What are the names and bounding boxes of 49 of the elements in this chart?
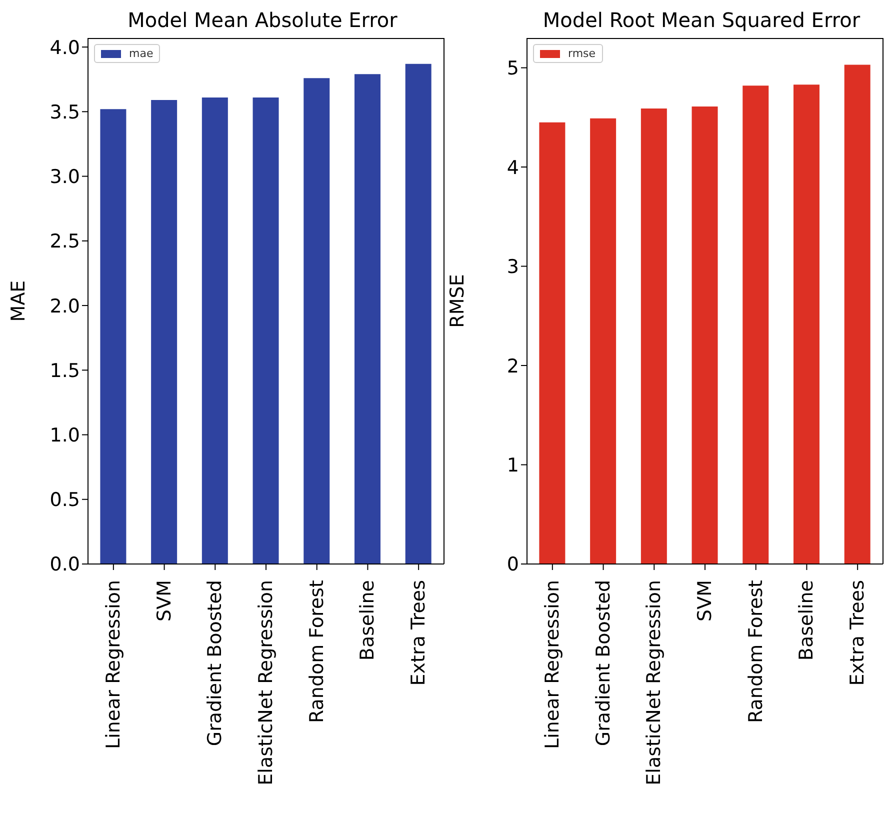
y-tick-label: 4: [506, 156, 519, 179]
bar: [354, 74, 380, 564]
bar: [539, 122, 566, 564]
bar: [100, 109, 126, 564]
x-tick-label: ElasticNet Regression: [255, 580, 277, 786]
y-tick-label: 1.5: [50, 360, 80, 382]
x-tick-label: Linear Regression: [102, 580, 124, 750]
y-tick-label: 0.5: [50, 489, 80, 512]
x-tick-label: Linear Regression: [541, 580, 564, 750]
y-tick-label: 3.0: [50, 166, 80, 188]
x-tick-label: Gradient Boosted: [592, 580, 614, 746]
bar: [590, 118, 616, 564]
bar: [202, 97, 228, 564]
bar: [844, 64, 870, 564]
bar: [151, 100, 178, 564]
x-tick-label: Random Forest: [744, 580, 767, 724]
y-tick-label: 2.0: [50, 295, 80, 318]
y-tick-label: 3: [506, 256, 519, 278]
y-tick-label: 0: [506, 554, 519, 576]
y-tick-label: 2.5: [50, 230, 80, 253]
bar: [640, 108, 667, 564]
x-tick-label: Random Forest: [306, 580, 328, 724]
bar: [304, 78, 330, 564]
y-tick-label: 3.5: [50, 101, 80, 124]
bar: [692, 106, 718, 564]
chart-title: Model Root Mean Squared Error: [542, 8, 862, 34]
x-tick-label: Gradient Boosted: [204, 580, 226, 746]
bar: [252, 97, 279, 564]
chart-title: Model Mean Absolute Error: [126, 8, 398, 34]
y-tick-label: 1: [506, 454, 519, 476]
x-tick-label: Extra Trees: [846, 580, 869, 686]
y-tick-label: 2: [506, 355, 519, 378]
bar: [742, 86, 769, 564]
y-tick-label: 0.0: [50, 554, 80, 576]
x-tick-label: ElasticNet Regression: [643, 580, 666, 786]
x-tick-label: Baseline: [796, 580, 818, 661]
legend-label: rmse: [568, 47, 596, 60]
y-tick-label: 5: [506, 58, 519, 80]
legend-label: mae: [129, 47, 154, 60]
y-axis-title: RMSE: [446, 274, 469, 328]
bar: [405, 64, 432, 564]
x-tick-label: SVM: [153, 580, 176, 622]
y-axis-title: MAE: [8, 280, 30, 322]
y-tick-label: 4.0: [50, 36, 80, 59]
y-tick-label: 1.0: [50, 424, 80, 447]
bar: [793, 84, 820, 564]
x-tick-label: SVM: [694, 580, 716, 622]
x-tick-label: Baseline: [356, 580, 379, 661]
x-tick-label: Extra Trees: [408, 580, 430, 686]
